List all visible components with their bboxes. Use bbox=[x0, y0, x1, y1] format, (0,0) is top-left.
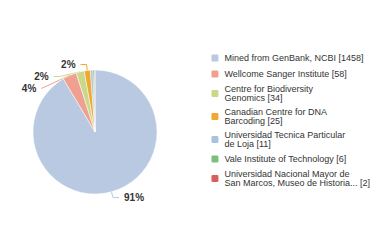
svg-text:Vale Institute of Technology [: Vale Institute of Technology [6] bbox=[224, 154, 346, 164]
svg-text:San Marcos, Museo de Historia.: San Marcos, Museo de Historia... [2] bbox=[224, 178, 370, 188]
svg-text:2%: 2% bbox=[34, 71, 49, 82]
svg-text:2%: 2% bbox=[61, 59, 76, 70]
svg-text:Canadian Centre for DNA: Canadian Centre for DNA bbox=[224, 107, 327, 117]
svg-text:Mined from GenBank, NCBI [1458: Mined from GenBank, NCBI [1458] bbox=[224, 53, 363, 63]
svg-text:Universidad Nacional Mayor de: Universidad Nacional Mayor de bbox=[224, 169, 350, 179]
svg-text:Wellcome Sanger Institute [58]: Wellcome Sanger Institute [58] bbox=[224, 69, 346, 79]
svg-text:Universidad Tecnica Particular: Universidad Tecnica Particular bbox=[224, 130, 346, 140]
svg-text:Barcoding [25]: Barcoding [25] bbox=[224, 116, 282, 126]
svg-text:91%: 91% bbox=[124, 192, 144, 203]
svg-text:Centre for Biodiversity: Centre for Biodiversity bbox=[224, 84, 313, 94]
svg-text:de Loja [11]: de Loja [11] bbox=[224, 139, 270, 149]
svg-text:4%: 4% bbox=[22, 83, 37, 94]
svg-text:Genomics [34]: Genomics [34] bbox=[224, 93, 282, 103]
